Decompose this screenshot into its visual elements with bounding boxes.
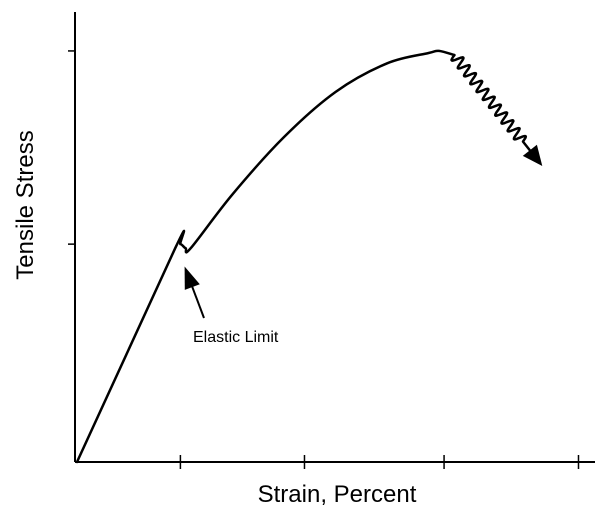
x-axis-title: Strain, Percent: [258, 481, 417, 508]
elastic-limit-arrow-shaft: [190, 284, 205, 319]
axes: [74, 12, 595, 463]
failure-arrowhead: [522, 144, 543, 166]
failure-wave: [450, 53, 534, 155]
curve-layer: [75, 49, 543, 464]
annotation-layer: Elastic Limit: [184, 266, 279, 346]
elastic-limit-arrowhead: [184, 266, 200, 290]
y-axis-title: Tensile Stress: [12, 130, 39, 279]
stress-strain-curve: [75, 49, 456, 464]
ticks: [68, 50, 580, 469]
elastic-limit-label: Elastic Limit: [193, 329, 279, 346]
